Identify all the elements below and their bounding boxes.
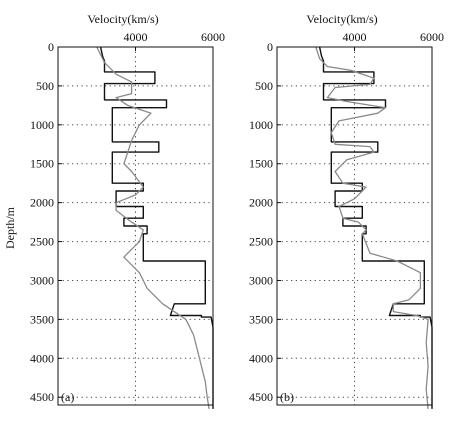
panel-b-xtick-label: 4000	[343, 30, 367, 44]
panel-a-series-gray	[96, 46, 210, 410]
panel-a-yticks: 0 500 1000 1500 2000 2500 3000 3500 4000 4500	[30, 40, 62, 404]
panel-b-ytick-label: 0	[267, 40, 273, 54]
panel-b-xticks: 4000 6000	[343, 30, 444, 51]
panel-b-xtick-label: 6000	[420, 30, 444, 44]
panel-b-ytick-label: 2000	[249, 196, 273, 210]
panel-a-ytick-label: 3000	[30, 273, 54, 287]
panel-a-xtick-label: 4000	[124, 30, 148, 44]
panel-a-ytick-label: 1500	[30, 157, 54, 171]
panel-a-ytick-label: 4500	[30, 390, 54, 404]
panel-b-xlabel: Velocity(km/s)	[306, 12, 377, 26]
panel-a-ytick-label: 2500	[30, 235, 54, 249]
panel-b-series	[315, 46, 433, 409]
panel-a-xticks: 4000 6000	[124, 30, 225, 51]
panel-b-yticks: 0 500 1000 1500 2000 2500 3000 3500 4000 4500	[249, 40, 281, 404]
panel-a-xlabel: Velocity(km/s)	[87, 12, 158, 26]
y-axis-title: Depth/m	[3, 206, 17, 249]
panel-b-label: (b)	[280, 390, 294, 404]
panel-b-ytick-label: 1500	[249, 157, 273, 171]
panel-b-ytick-label: 1000	[249, 118, 273, 132]
panel-a-ytick-label: 0	[48, 40, 54, 54]
panel-a-ytick-label: 1000	[30, 118, 54, 132]
panel-a: 0 500 1000 1500 2000 2500 3000 3500 4000 4500 400…	[30, 12, 225, 410]
panel-b-ytick-label: 3500	[249, 312, 273, 326]
panel-b-ytick-label: 4000	[249, 351, 273, 365]
panel-b: 0 500 1000 1500 2000 2500 3000 3500 4000 4500 400…	[249, 12, 444, 409]
panel-a-xtick-label: 6000	[201, 30, 225, 44]
panel-b-ytick-label: 3000	[249, 273, 273, 287]
panel-b-ytick-label: 500	[255, 79, 273, 93]
panel-a-ytick-label: 500	[36, 79, 54, 93]
panel-b-ytick-label: 2500	[249, 235, 273, 249]
panel-a-ytick-label: 2000	[30, 196, 54, 210]
panel-a-series-black	[99, 46, 214, 409]
panel-a-ytick-label: 4000	[30, 351, 54, 365]
panel-b-series-gray	[315, 46, 429, 409]
panel-a-series	[96, 46, 214, 410]
panel-b-series-black	[318, 46, 433, 409]
panel-a-ytick-label: 3500	[30, 312, 54, 326]
panel-b-ytick-label: 4500	[249, 390, 273, 404]
panel-a-label: (a)	[61, 390, 74, 404]
